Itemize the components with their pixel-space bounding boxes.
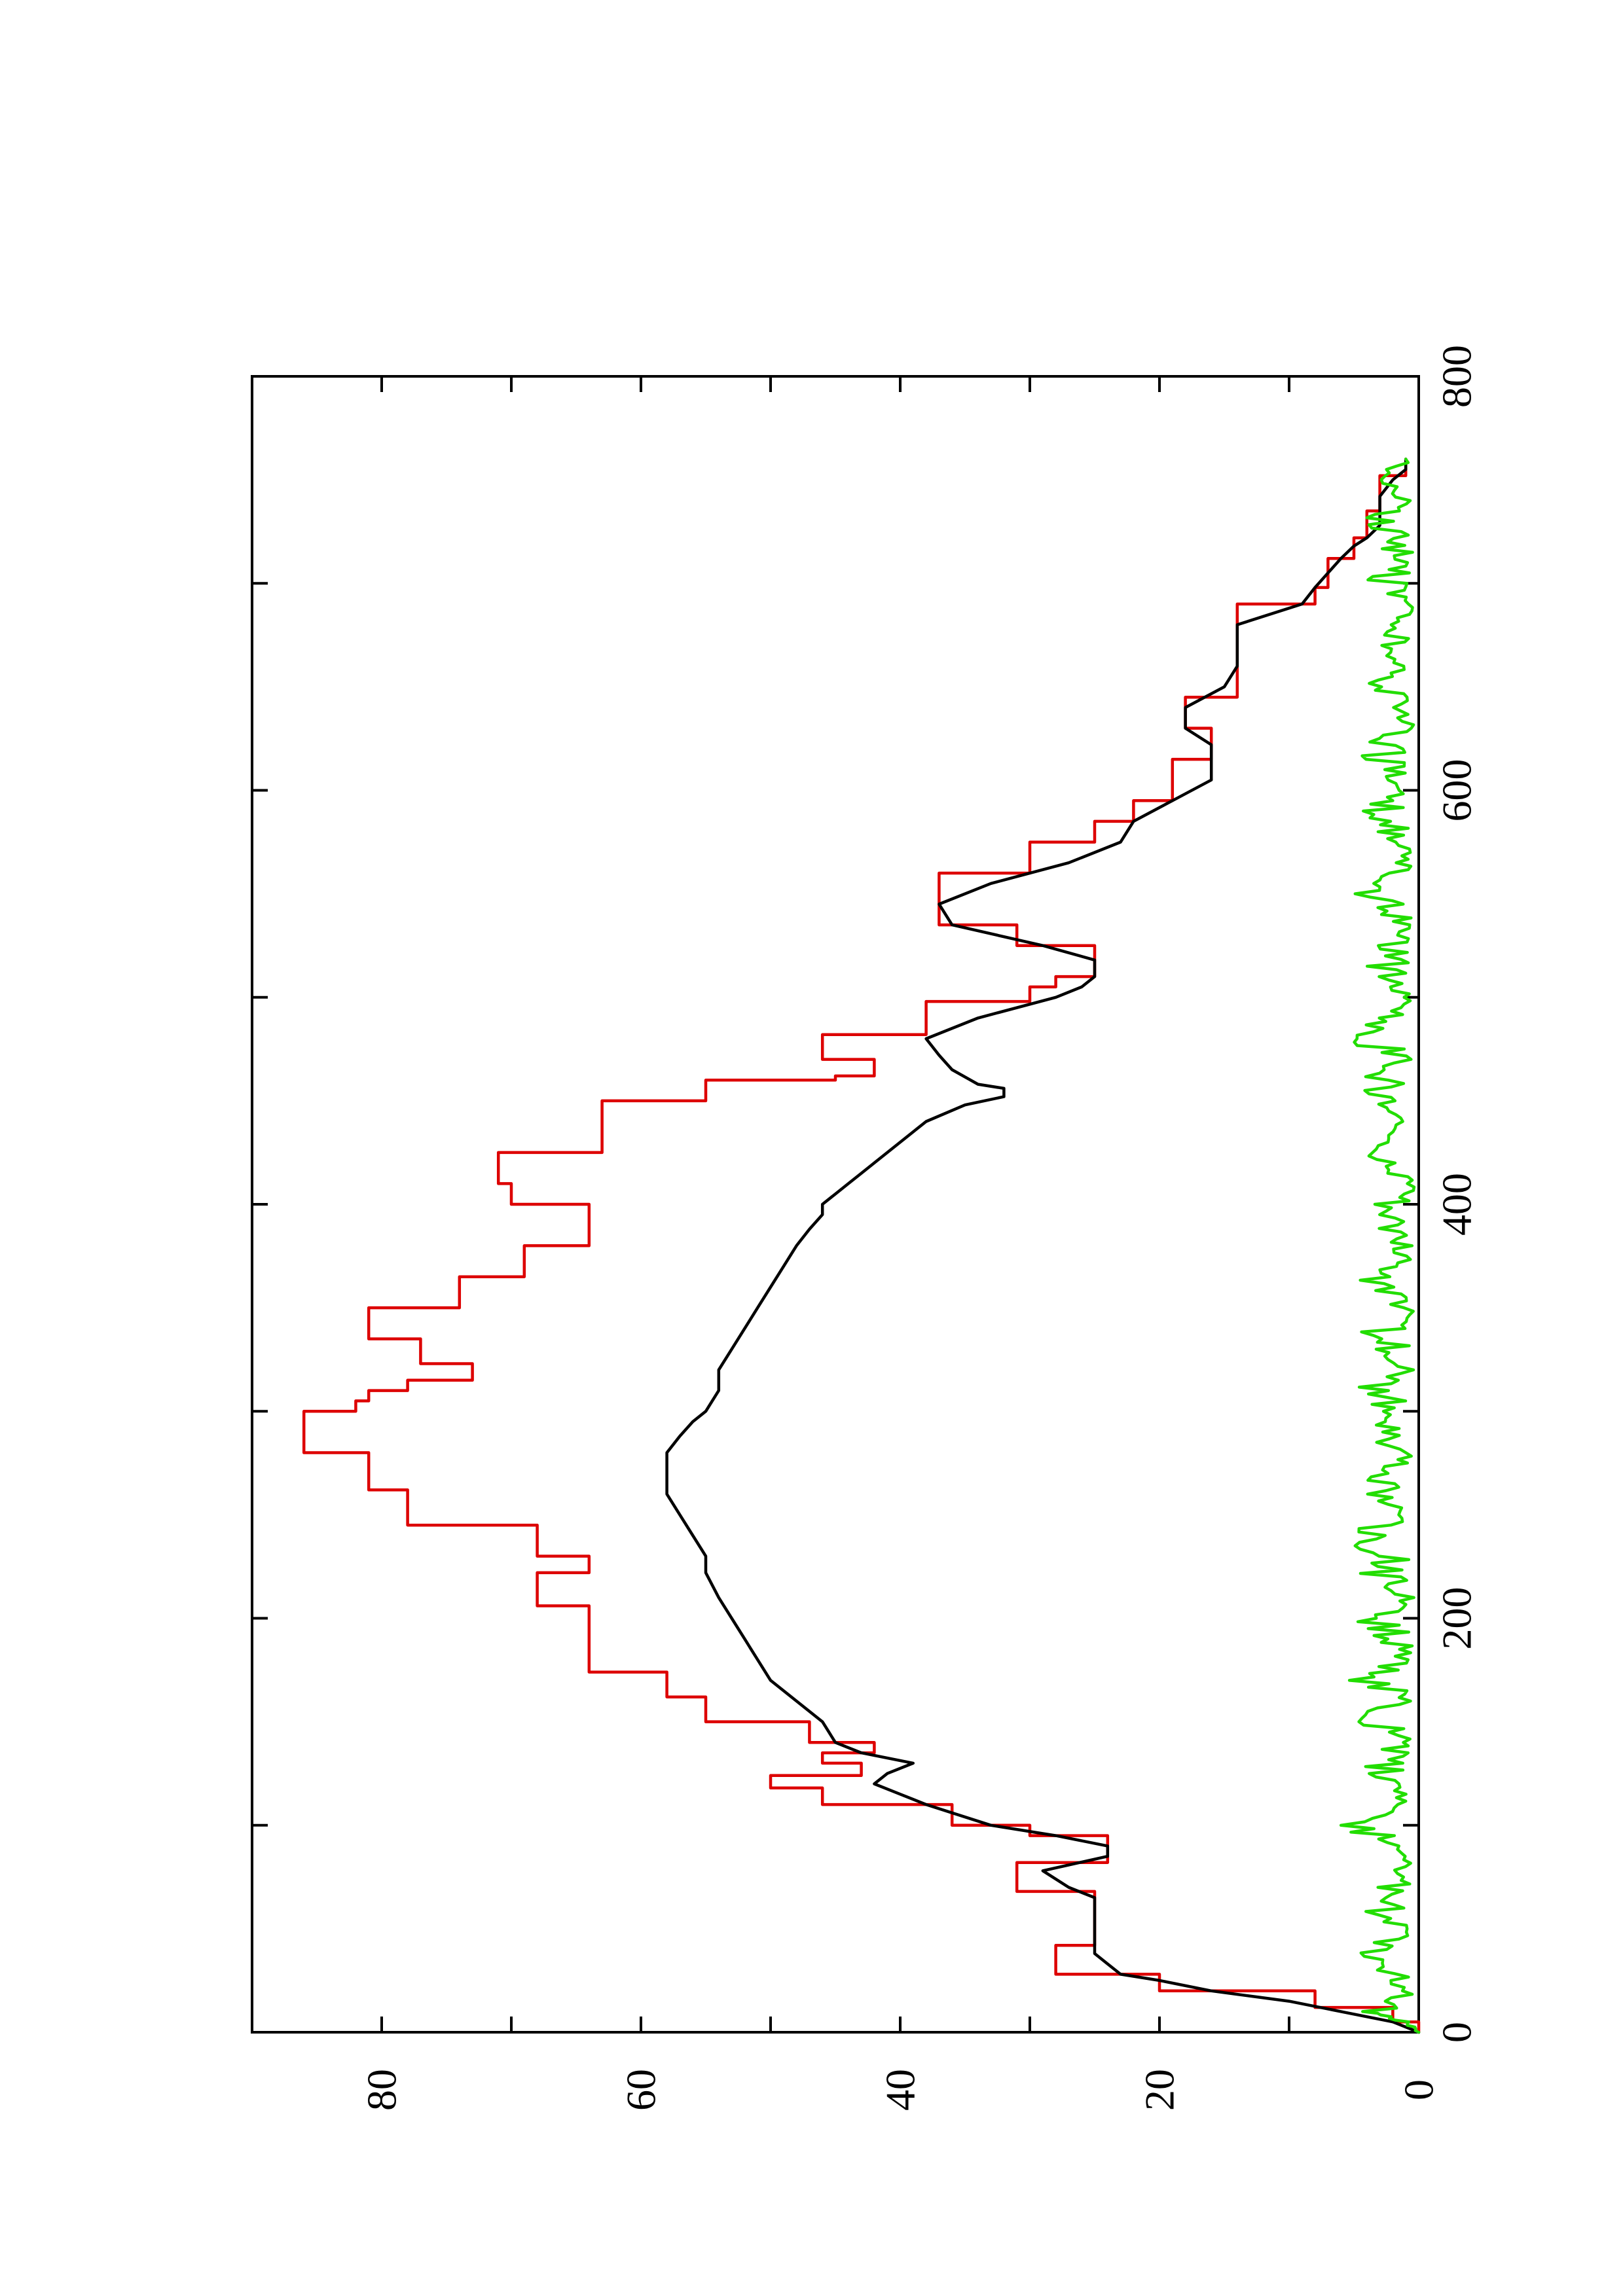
plot-frame	[251, 375, 1420, 2034]
series-line-3	[1339, 457, 1421, 2034]
x-tick-label: 0	[1434, 2022, 1480, 2043]
y-tick-label: 60	[618, 2069, 665, 2111]
y-tick-label: 40	[877, 2069, 924, 2111]
y-tick-label: 80	[359, 2069, 405, 2111]
x-tick-label: 200	[1434, 1587, 1480, 1650]
series-line-1	[302, 457, 1421, 2034]
series-line-2	[665, 457, 1421, 2034]
x-tick-label: 800	[1434, 345, 1480, 408]
axis-ticks	[252, 375, 1420, 2034]
y-tick-label: 20	[1137, 2069, 1183, 2111]
x-tick-label: 400	[1434, 1173, 1480, 1236]
axis-tick-labels: 0 200 400 600 800 0 20 40 60 80	[359, 345, 1480, 2111]
y-tick-label: 0	[1396, 2079, 1442, 2100]
series-group	[302, 457, 1421, 2034]
x-tick-label: 600	[1434, 759, 1480, 822]
